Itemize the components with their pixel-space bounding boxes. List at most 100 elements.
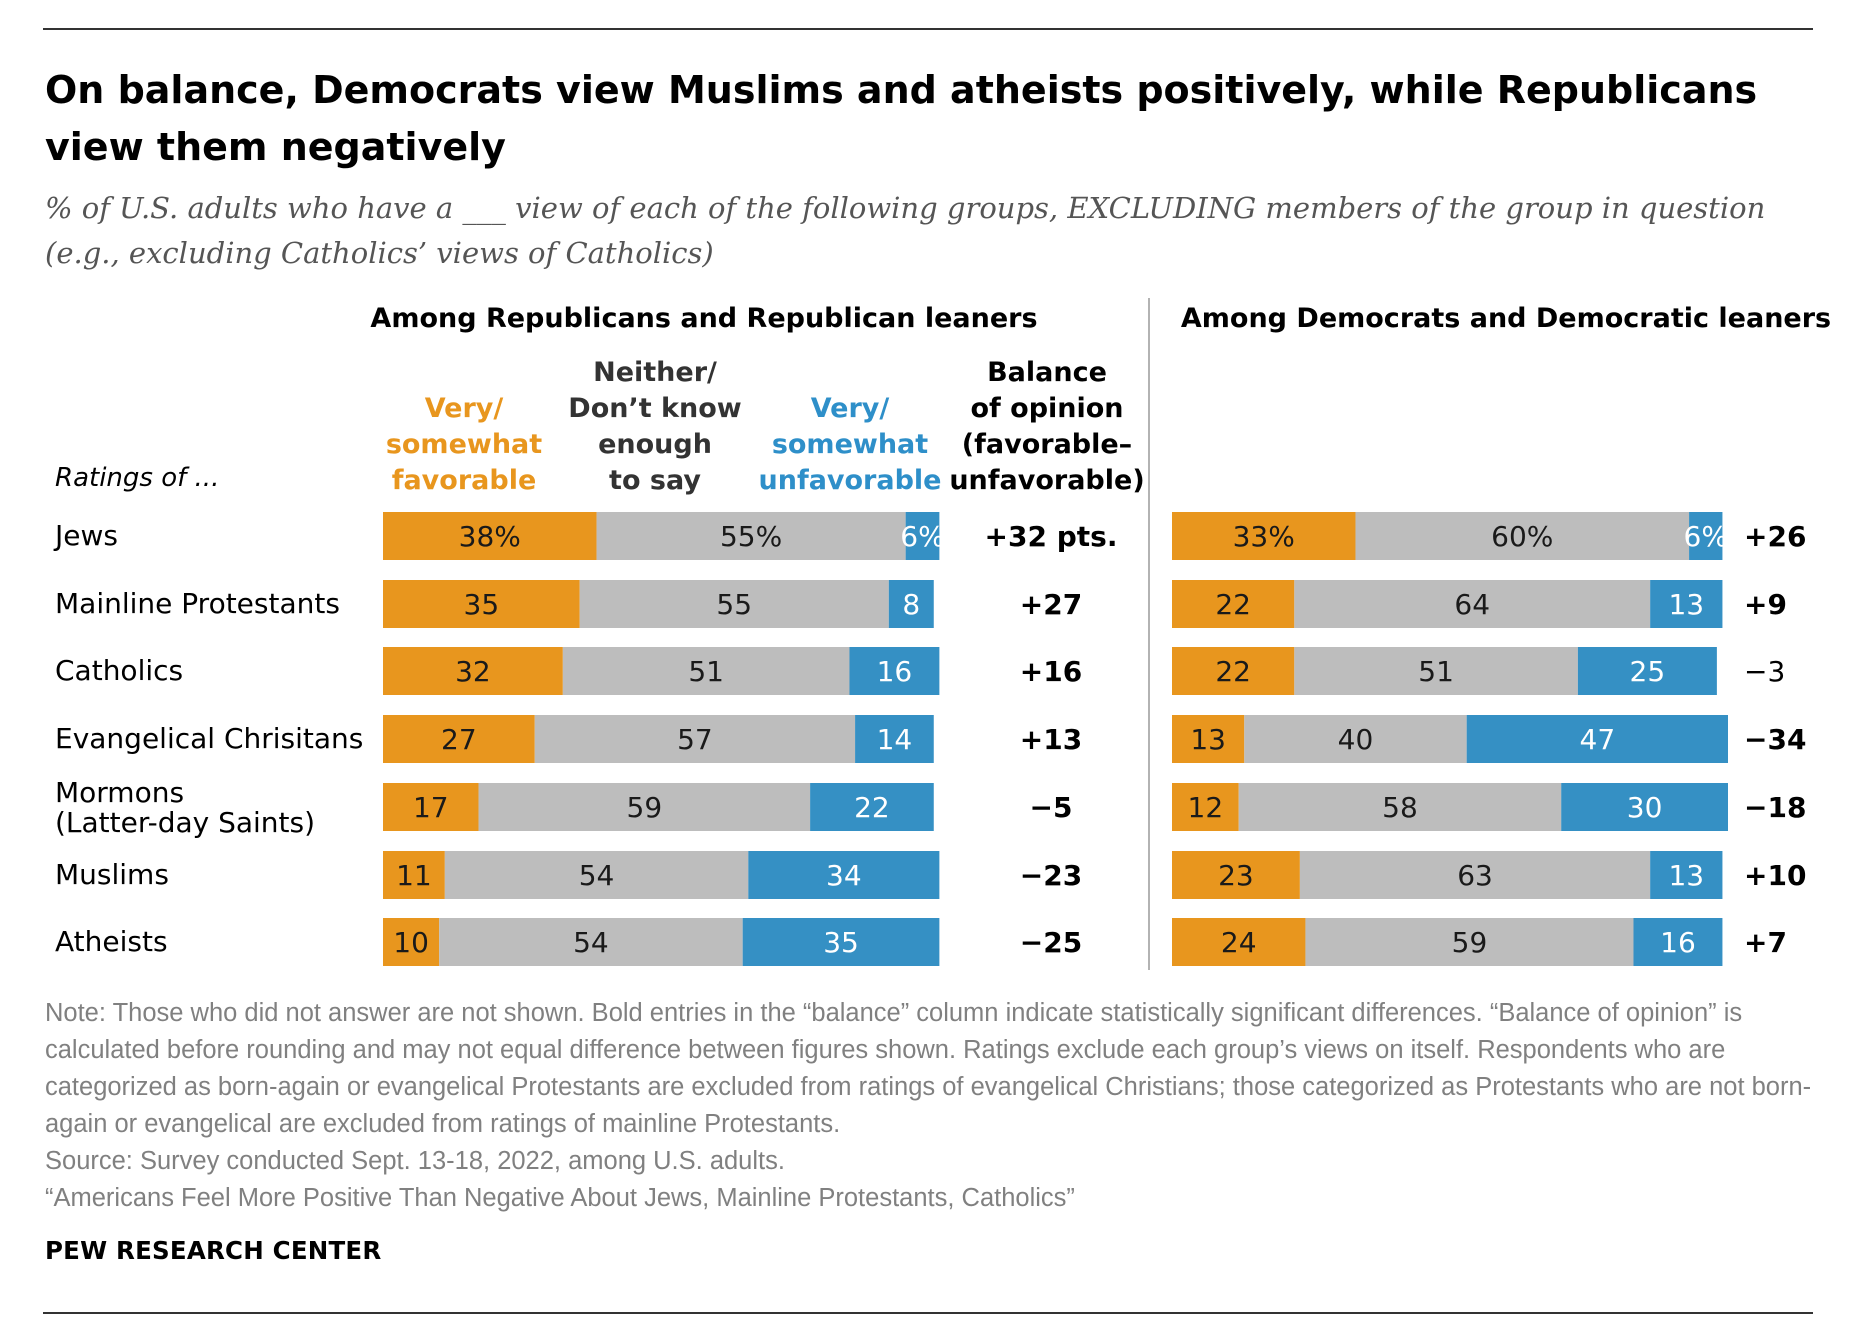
unfavorable-bar	[748, 851, 940, 899]
favorable-bar	[383, 715, 535, 763]
category-label: Mormons	[55, 776, 184, 809]
favorable-label: 23	[1218, 859, 1254, 892]
favorable-bar	[383, 647, 563, 695]
unfavorable-bar	[888, 580, 934, 628]
neither-label: 55%	[720, 520, 782, 553]
neither-bar	[439, 918, 743, 966]
chart-subtitle: % of U.S. adults who have a ___ view of …	[45, 191, 1766, 270]
balance-label: −25	[1020, 926, 1082, 959]
panel-heading: Among Democrats and Democratic leaners	[1181, 303, 1831, 334]
unfavorable-label: 30	[1627, 791, 1663, 824]
unfavorable-bar	[1561, 783, 1728, 831]
category-label: Evangelical Chrisitans	[55, 722, 363, 755]
favorable-label: 11	[396, 859, 432, 892]
unfavorable-column-header: unfavorable	[759, 465, 942, 496]
unfavorable-bar	[742, 918, 940, 966]
unfavorable-bar	[1689, 512, 1723, 560]
neither-label: 59	[627, 791, 663, 824]
neither-bar	[1294, 580, 1651, 628]
neither-column-header: enough	[598, 429, 712, 460]
favorable-bar	[383, 918, 440, 966]
favorable-label: 32	[455, 655, 491, 688]
balance-label: +10	[1744, 859, 1806, 892]
neither-column-header: Neither/	[593, 357, 717, 388]
favorable-label: 13	[1190, 723, 1226, 756]
neither-label: 40	[1338, 723, 1374, 756]
balance-label: +16	[1020, 655, 1082, 688]
unfavorable-column-header: somewhat	[772, 429, 928, 460]
neither-label: 64	[1454, 588, 1490, 621]
neither-column-header: Don’t know	[568, 393, 741, 424]
neither-label: 54	[579, 859, 615, 892]
balance-column-header: unfavorable)	[949, 465, 1144, 496]
unfavorable-label: 47	[1580, 723, 1616, 756]
favorable-bar	[383, 512, 597, 560]
neither-bar	[1355, 512, 1690, 560]
neither-bar	[1299, 851, 1651, 899]
unfavorable-column-header: Very/	[811, 393, 890, 424]
favorable-label: 38%	[459, 520, 521, 553]
neither-label: 59	[1452, 926, 1488, 959]
favorable-bar	[383, 580, 580, 628]
neither-bar	[1305, 918, 1634, 966]
category-label: Jews	[53, 519, 118, 552]
favorable-bar	[1172, 783, 1239, 831]
category-label: Mainline Protestants	[55, 587, 340, 620]
stacked-bar-chart: Ratings of ... Jews Mainline Protestants Ca…	[53, 298, 1831, 970]
unfavorable-label: 25	[1630, 655, 1666, 688]
unfavorable-bar	[1466, 715, 1728, 763]
favorable-bar	[383, 783, 479, 831]
unfavorable-label: 13	[1668, 588, 1704, 621]
balance-label: −34	[1744, 723, 1806, 756]
unfavorable-bar	[810, 783, 934, 831]
category-label: Muslims	[55, 858, 169, 891]
neither-bar	[1238, 783, 1562, 831]
balance-label: −18	[1744, 791, 1806, 824]
unfavorable-label: 22	[854, 791, 890, 824]
bottom-rule	[43, 1312, 1813, 1314]
favorable-label: 33%	[1233, 520, 1295, 553]
notes-section: Note: Those who did not answer are not s…	[45, 995, 1825, 1217]
chart-title: On balance, Democrats view Muslims and a…	[45, 68, 1758, 169]
unfavorable-label: 13	[1668, 859, 1704, 892]
neither-bar	[596, 512, 906, 560]
unfavorable-label: 8	[902, 588, 920, 621]
neither-column-header: to say	[609, 465, 701, 496]
favorable-bar	[1172, 647, 1295, 695]
unfavorable-label: 16	[1660, 926, 1696, 959]
unfavorable-label: 6%	[1684, 520, 1728, 553]
neither-bar	[1294, 647, 1578, 695]
balance-label: +32 pts.	[985, 520, 1118, 553]
note-text: Note: Those who did not answer are not s…	[45, 999, 1812, 1138]
favorable-bar	[1172, 512, 1356, 560]
neither-label: 51	[1418, 655, 1454, 688]
category-label: (Latter-day Saints)	[55, 806, 315, 839]
favorable-label: 27	[441, 723, 477, 756]
favorable-bar	[1172, 580, 1295, 628]
unfavorable-bar	[1650, 851, 1723, 899]
panel-heading: Among Republicans and Republican leaners	[370, 303, 1037, 334]
neither-bar	[534, 715, 856, 763]
favorable-label: 12	[1188, 791, 1224, 824]
unfavorable-label: 34	[826, 859, 862, 892]
neither-label: 58	[1382, 791, 1418, 824]
unfavorable-bar	[1633, 918, 1723, 966]
category-label: Catholics	[55, 654, 183, 687]
neither-bar	[562, 647, 850, 695]
balance-label: +9	[1744, 588, 1787, 621]
favorable-bar	[383, 851, 445, 899]
neither-bar	[444, 851, 749, 899]
category-label: Atheists	[55, 925, 168, 958]
neither-label: 51	[688, 655, 724, 688]
unfavorable-label: 14	[877, 723, 913, 756]
favorable-label: 24	[1221, 926, 1257, 959]
unfavorable-label: 16	[877, 655, 913, 688]
balance-label: +26	[1744, 520, 1806, 553]
favorable-column-header: Very/	[425, 393, 504, 424]
pew-logo-text: PEW RESEARCH CENTER	[45, 1236, 382, 1265]
favorable-label: 22	[1215, 588, 1251, 621]
balance-column-header: of opinion	[970, 393, 1123, 424]
unfavorable-bar	[905, 512, 940, 560]
unfavorable-bar	[849, 647, 940, 695]
favorable-bar	[1172, 851, 1300, 899]
